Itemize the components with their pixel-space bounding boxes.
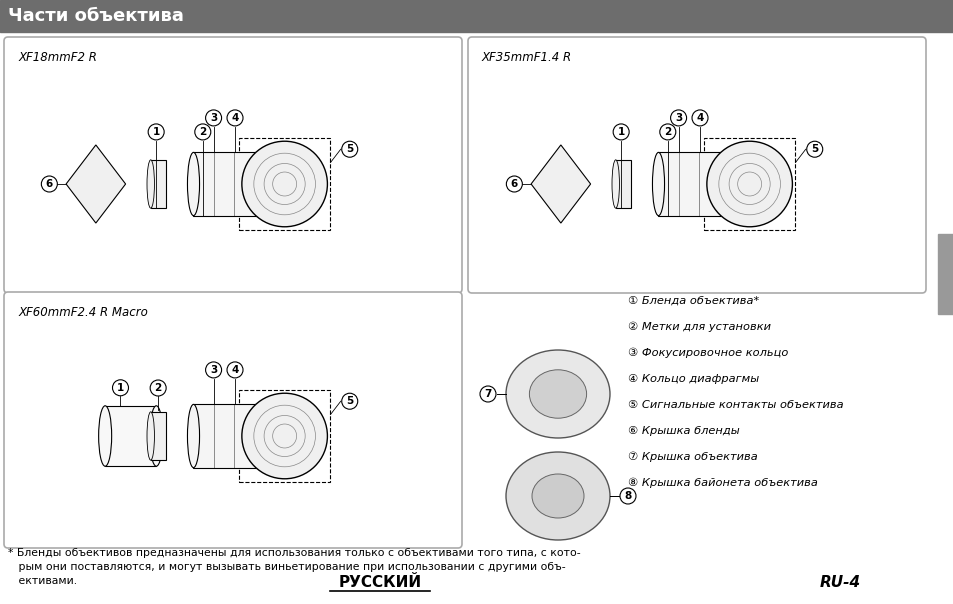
Bar (105, 406, 156, 466)
Text: ективами.: ективами. (8, 576, 77, 586)
Ellipse shape (98, 406, 112, 466)
Ellipse shape (254, 405, 266, 467)
Text: 5: 5 (346, 144, 353, 154)
Circle shape (613, 124, 628, 140)
Bar (193, 405, 260, 467)
Text: 4: 4 (231, 365, 238, 375)
Circle shape (206, 362, 221, 378)
Circle shape (150, 380, 166, 396)
Text: 5: 5 (346, 396, 353, 406)
FancyBboxPatch shape (468, 37, 925, 293)
Ellipse shape (147, 160, 154, 208)
Bar (193, 152, 260, 216)
Text: 6: 6 (510, 179, 517, 189)
Ellipse shape (254, 152, 266, 216)
Circle shape (206, 110, 221, 126)
Text: 1: 1 (152, 127, 159, 137)
Bar (151, 160, 166, 208)
Polygon shape (531, 145, 590, 223)
FancyBboxPatch shape (4, 37, 461, 293)
Circle shape (479, 386, 496, 402)
Text: ④ Кольцо диафрагмы: ④ Кольцо диафрагмы (627, 374, 759, 384)
Ellipse shape (532, 474, 583, 518)
Bar (0, 0, 953, 32)
Circle shape (506, 176, 522, 192)
Circle shape (706, 141, 792, 226)
Circle shape (112, 380, 129, 396)
Text: 1: 1 (617, 127, 624, 137)
Bar (703, 138, 795, 230)
Circle shape (194, 124, 211, 140)
Circle shape (691, 110, 707, 126)
Text: 3: 3 (210, 365, 217, 375)
Text: 6: 6 (46, 179, 53, 189)
Circle shape (242, 141, 327, 226)
Text: XF18mmF2 R: XF18mmF2 R (18, 51, 97, 64)
Polygon shape (66, 145, 126, 223)
Ellipse shape (652, 152, 664, 216)
Text: * Бленды объективов предназначены для использования только с объективами того ти: * Бленды объективов предназначены для ис… (8, 548, 580, 558)
Text: ③ Фокусировочное кольцо: ③ Фокусировочное кольцо (627, 348, 787, 358)
Text: 7: 7 (484, 389, 491, 399)
Text: 8: 8 (623, 491, 631, 501)
Text: 5: 5 (810, 144, 818, 154)
Text: ⑥ Крышка бленды: ⑥ Крышка бленды (627, 426, 739, 436)
Text: Части объектива: Части объектива (8, 7, 184, 25)
Text: 4: 4 (696, 113, 703, 123)
Circle shape (148, 124, 164, 140)
Bar (151, 412, 166, 460)
Text: ⑦ Крышка объектива: ⑦ Крышка объектива (627, 452, 757, 463)
Ellipse shape (147, 412, 154, 460)
Text: 2: 2 (199, 127, 206, 137)
Text: XF35mmF1.4 R: XF35mmF1.4 R (481, 51, 572, 64)
Bar (937, 234, 953, 314)
Text: 3: 3 (210, 113, 217, 123)
Bar (238, 138, 330, 230)
Text: ⑧ Крышка байонета объектива: ⑧ Крышка байонета объектива (627, 478, 817, 489)
Circle shape (41, 176, 57, 192)
Ellipse shape (505, 452, 609, 540)
Text: 3: 3 (675, 113, 681, 123)
Bar (658, 152, 724, 216)
FancyBboxPatch shape (4, 292, 461, 548)
Bar (238, 390, 330, 482)
Circle shape (341, 393, 357, 410)
Ellipse shape (187, 152, 199, 216)
Ellipse shape (612, 160, 618, 208)
Bar (615, 160, 630, 208)
Text: ② Метки для установки: ② Метки для установки (627, 322, 770, 332)
Circle shape (619, 488, 636, 504)
Text: XF60mmF2.4 R Macro: XF60mmF2.4 R Macro (18, 306, 148, 319)
Text: 2: 2 (663, 127, 671, 137)
Ellipse shape (719, 152, 731, 216)
Circle shape (227, 110, 243, 126)
Text: 1: 1 (117, 383, 124, 393)
Circle shape (670, 110, 686, 126)
Ellipse shape (529, 370, 586, 418)
Text: рым они поставляются, и могут вызывать виньетирование при использовании с другим: рым они поставляются, и могут вызывать в… (8, 562, 565, 572)
Circle shape (242, 393, 327, 479)
Circle shape (659, 124, 675, 140)
Text: ① Бленда объектива*: ① Бленда объектива* (627, 296, 759, 306)
Text: 4: 4 (231, 113, 238, 123)
Circle shape (806, 141, 821, 157)
Text: РУССКИЙ: РУССКИЙ (338, 575, 421, 590)
Text: ⑤ Сигнальные контакты объектива: ⑤ Сигнальные контакты объектива (627, 400, 842, 410)
Ellipse shape (150, 406, 163, 466)
Ellipse shape (505, 350, 609, 438)
Circle shape (227, 362, 243, 378)
Ellipse shape (187, 405, 199, 467)
Text: RU-4: RU-4 (819, 575, 860, 590)
Text: 2: 2 (154, 383, 162, 393)
Circle shape (341, 141, 357, 157)
